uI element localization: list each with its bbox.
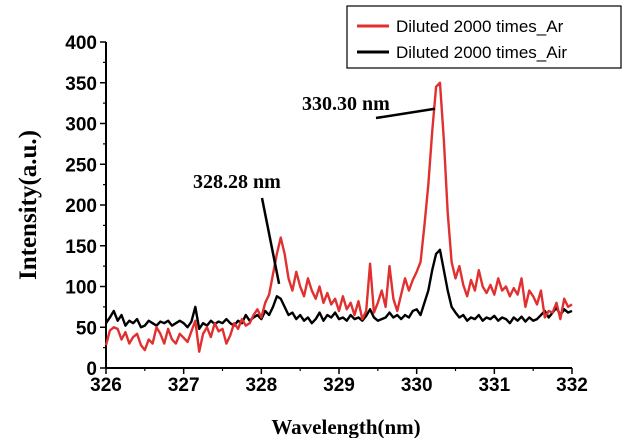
y-tick-label: 200 xyxy=(65,196,97,217)
y-tick-label: 100 xyxy=(65,278,97,299)
y-tick-label: 250 xyxy=(65,155,97,176)
x-tick-label: 330 xyxy=(401,375,433,396)
y-tick-label: 0 xyxy=(86,359,97,380)
axes-group: 326 327 328 329 330 331 3320501001502002503003… xyxy=(65,33,588,396)
legend-label-air: Diluted 2000 times_Air xyxy=(396,43,567,62)
series-line-ar xyxy=(106,83,572,352)
y-tick-label: 350 xyxy=(65,74,97,95)
annotation-label: 328.28 nm xyxy=(193,171,281,193)
y-tick-label: 150 xyxy=(65,237,97,258)
legend-label-ar: Diluted 2000 times_Ar xyxy=(396,17,564,36)
x-tick-label: 328 xyxy=(245,375,277,396)
y-axis-title: Intensity(a.u.) xyxy=(15,130,42,280)
y-tick-label: 400 xyxy=(65,33,97,54)
legend: Diluted 2000 times_Ar Diluted 2000 times… xyxy=(347,6,621,68)
annotation-leader-line xyxy=(262,198,279,284)
x-tick-label: 329 xyxy=(323,375,355,396)
x-tick-label: 332 xyxy=(556,375,588,396)
x-tick-label: 331 xyxy=(478,375,510,396)
x-axis-title: Wavelength(nm) xyxy=(271,415,420,438)
annotation-label: 330.30 nm xyxy=(302,93,390,115)
x-tick-label: 327 xyxy=(168,375,200,396)
y-tick-label: 50 xyxy=(76,318,97,339)
series-layer xyxy=(106,83,572,352)
annotations-group: 330.30 nm 328.28 nm xyxy=(193,93,435,284)
y-tick-label: 300 xyxy=(65,115,97,136)
